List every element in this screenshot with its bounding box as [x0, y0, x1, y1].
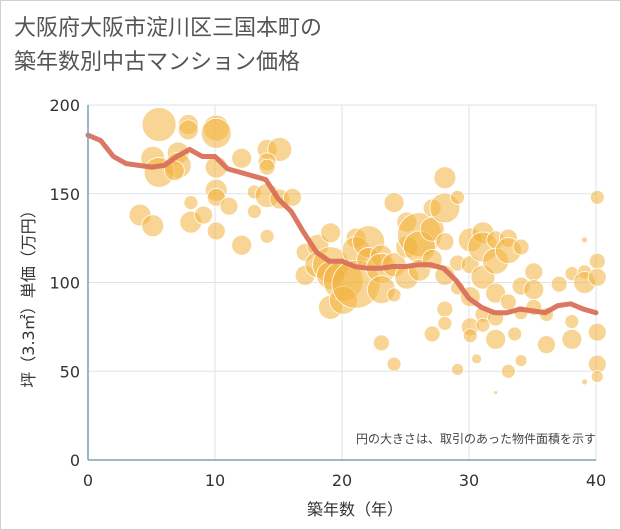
- bubble-point-97: [550, 275, 568, 293]
- bubble-point-27: [194, 205, 213, 225]
- bubble-point-96: [537, 335, 556, 355]
- bubble-point-52: [386, 287, 402, 303]
- x-tick-label-0: 0: [83, 471, 93, 490]
- bubble-point-99: [564, 314, 580, 329]
- bubble-point-67: [437, 315, 453, 331]
- y-tick-label-0: 0: [70, 451, 80, 470]
- bubble-layer: [128, 107, 607, 395]
- bubble-point-21: [283, 187, 302, 207]
- y-axis-label: 坪（3.3㎡）単価（万円）: [19, 202, 38, 387]
- bubble-point-80: [475, 317, 491, 333]
- bubble-point-100: [561, 328, 583, 350]
- bubble-point-105: [589, 189, 605, 205]
- bubble-point-110: [590, 370, 604, 383]
- size-note: 円の大きさは、取引のあった物件面積を示す: [356, 431, 596, 446]
- bubble-point-111: [451, 363, 464, 376]
- bubble-point-28: [246, 204, 262, 219]
- bubble-point-107: [587, 267, 607, 287]
- bubble-point-101: [581, 236, 588, 244]
- bubble-point-30: [231, 234, 253, 256]
- bubble-point-66: [436, 300, 454, 318]
- title-line-2: 築年数別中古マンション価格: [14, 50, 301, 75]
- x-tick-label-1: 10: [205, 471, 225, 490]
- bubble-point-65: [434, 264, 456, 286]
- axes: 0 50 100 150 200 0 10 20 30 40: [49, 96, 606, 490]
- x-tick-label-2: 20: [332, 471, 352, 490]
- bubble-point-25: [141, 214, 165, 238]
- bubble-point-29: [206, 221, 226, 241]
- bubble-point-62: [433, 166, 457, 190]
- title-line-1: 大阪府大阪市淀川区三国本町の: [14, 16, 323, 41]
- bubble-point-114: [386, 356, 402, 372]
- chart-title: 大阪府大阪市淀川区三国本町の 築年数別中古マンション価格: [14, 12, 322, 80]
- bubble-point-92: [524, 262, 544, 282]
- bubble-point-113: [372, 334, 390, 352]
- bubble-point-83: [485, 282, 507, 304]
- bubble-point-64: [435, 232, 455, 252]
- bubble-point-118: [423, 325, 441, 343]
- bubble-point-75: [462, 328, 478, 344]
- bubble-point-104: [581, 378, 588, 386]
- x-tick-label-4: 40: [586, 471, 606, 490]
- bubble-point-31: [259, 228, 275, 244]
- bubble-point-115: [500, 363, 516, 379]
- bubble-point-22: [219, 196, 239, 216]
- bubble-point-116: [514, 354, 528, 368]
- bubble-point-89: [512, 238, 530, 256]
- bubble-point-23: [183, 195, 199, 211]
- bubble-point-51: [383, 192, 405, 214]
- bubble-point-68: [450, 189, 465, 205]
- bubble-point-15: [258, 158, 276, 176]
- x-tick-label-3: 30: [459, 471, 479, 490]
- bubble-point-108: [587, 322, 607, 342]
- bubble-point-4: [200, 117, 232, 149]
- x-axis-label: 築年数（年）: [307, 500, 403, 519]
- bubble-point-117: [493, 390, 499, 395]
- trend-layer: [85, 132, 599, 316]
- bubble-point-11: [231, 147, 253, 169]
- bubble-point-119: [507, 326, 523, 342]
- bubble-point-93: [523, 279, 545, 301]
- y-tick-label-2: 100: [49, 274, 80, 293]
- y-tick-label-4: 200: [49, 96, 80, 115]
- y-tick-label-3: 150: [49, 185, 80, 204]
- bubble-point-36: [320, 222, 341, 244]
- trend-line: [85, 132, 599, 316]
- bubble-point-112: [471, 353, 483, 365]
- bubble-point-2: [177, 119, 199, 141]
- bubble-point-85: [485, 328, 507, 350]
- bubble-point-106: [588, 252, 606, 270]
- bubble-point-88: [499, 293, 517, 311]
- bubble-point-0: [141, 107, 177, 142]
- y-tick-label-1: 50: [60, 362, 80, 381]
